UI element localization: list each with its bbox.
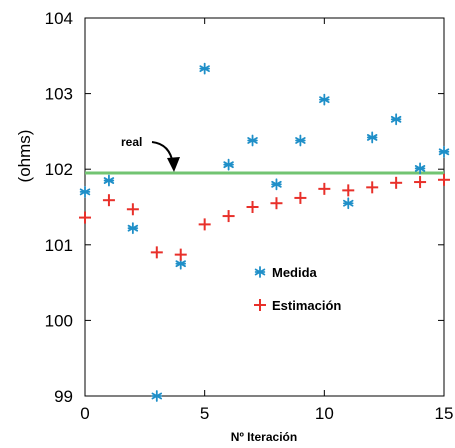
point-medida [295, 134, 306, 147]
point-medida [390, 113, 402, 126]
point-estimacion [318, 182, 331, 195]
y-tick-label: 99 [54, 387, 73, 406]
point-estimacion [270, 197, 283, 210]
y-tick-label: 103 [45, 85, 73, 104]
point-medida [247, 134, 258, 147]
point-estimacion [150, 246, 163, 259]
ticks: 0 5 10 15 99 100 101 102 103 104 [45, 9, 454, 423]
x-tick-label: 15 [435, 404, 454, 423]
data-marks [79, 62, 450, 402]
point-medida [366, 131, 378, 144]
point-medida [343, 197, 354, 210]
point-estimacion [438, 173, 450, 186]
point-medida [79, 185, 91, 198]
legend-label: Medida [272, 265, 318, 280]
point-estimacion [126, 203, 139, 216]
point-medida [103, 174, 115, 187]
point-medida [319, 93, 330, 106]
y-tick-label: 100 [45, 311, 73, 330]
y-axis-title: (ohms) [15, 130, 34, 183]
legend-label: Estimación [272, 298, 341, 313]
point-medida [127, 222, 139, 235]
point-estimacion [174, 248, 187, 261]
reference-line-group: real [85, 135, 444, 175]
reference-arrowhead [167, 157, 180, 172]
point-estimacion [102, 194, 115, 207]
y-tick-label: 102 [45, 160, 73, 179]
point-medida [151, 390, 163, 402]
y-tick-label: 101 [45, 236, 73, 255]
point-estimacion [366, 181, 379, 194]
x-axis-title: Nº Iteración [231, 430, 297, 444]
point-medida [414, 162, 426, 175]
point-estimacion [79, 211, 91, 224]
point-estimacion [246, 201, 259, 213]
plot-area [84, 17, 445, 397]
legend-marker-medida [254, 266, 266, 278]
reference-line-label: real [121, 135, 142, 149]
point-estimacion [294, 191, 307, 204]
y-tick-label: 104 [45, 9, 73, 28]
point-medida [223, 158, 234, 171]
point-estimacion [222, 210, 235, 223]
x-tick-label: 0 [80, 404, 89, 423]
point-medida [199, 62, 210, 75]
point-estimacion [342, 184, 355, 197]
point-estimacion [390, 176, 403, 189]
point-medida [438, 145, 450, 158]
point-estimacion [414, 176, 427, 189]
legend-marker-estimacion [254, 299, 266, 311]
legend: Medida Estimación [254, 265, 341, 313]
x-tick-label: 10 [315, 404, 334, 423]
point-estimacion [198, 218, 211, 231]
x-tick-label: 5 [200, 404, 209, 423]
point-medida [271, 178, 282, 191]
